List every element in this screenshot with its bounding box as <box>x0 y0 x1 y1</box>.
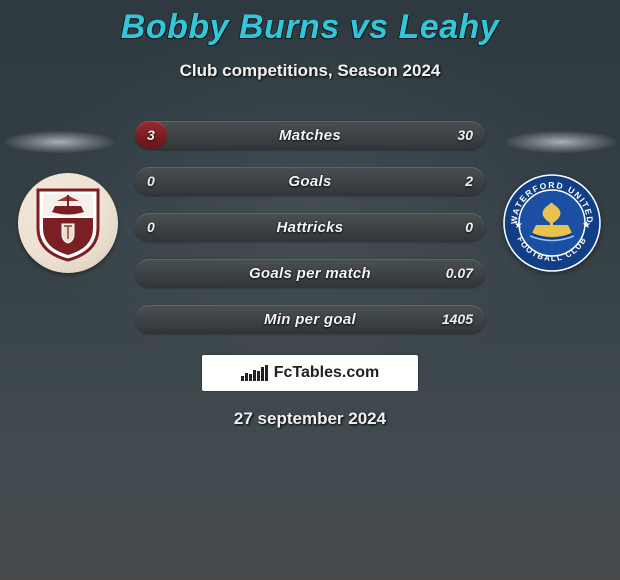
stat-bar-min-per-goal: Min per goal 1405 <box>135 305 485 333</box>
brand-text: FcTables.com <box>274 364 380 382</box>
stat-label: Hattricks <box>135 213 485 241</box>
stat-value-right: 0.07 <box>434 259 485 287</box>
waterford-badge-icon: WATERFORD UNITED FOOTBALL CLUB ★ ★ <box>502 173 602 273</box>
stat-label: Matches <box>135 121 485 149</box>
stat-bars: 3 Matches 30 0 Goals 2 0 Hattricks 0 Goa… <box>135 121 485 333</box>
club-badge-right: WATERFORD UNITED FOOTBALL CLUB ★ ★ <box>502 173 602 273</box>
page-subtitle: Club competitions, Season 2024 <box>0 61 620 81</box>
stat-bar-goals: 0 Goals 2 <box>135 167 485 195</box>
galway-badge-icon <box>18 173 118 273</box>
player-shadow-right <box>506 131 616 153</box>
infographic-root: Bobby Burns vs Leahy Club competitions, … <box>0 0 620 580</box>
brand-badge[interactable]: FcTables.com <box>202 355 418 391</box>
stat-label: Goals <box>135 167 485 195</box>
svg-text:★: ★ <box>514 220 523 231</box>
stat-bar-goals-per-match: Goals per match 0.07 <box>135 259 485 287</box>
stat-value-right: 1405 <box>430 305 485 333</box>
date-label: 27 september 2024 <box>0 409 620 429</box>
player-shadow-left <box>4 131 114 153</box>
club-badge-left <box>18 173 118 273</box>
stat-bar-matches: 3 Matches 30 <box>135 121 485 149</box>
stat-value-right: 2 <box>453 167 485 195</box>
stat-bar-hattricks: 0 Hattricks 0 <box>135 213 485 241</box>
svg-text:★: ★ <box>582 220 591 231</box>
bar-chart-icon <box>241 365 268 381</box>
stat-value-right: 30 <box>445 121 485 149</box>
stat-value-right: 0 <box>453 213 485 241</box>
page-title: Bobby Burns vs Leahy <box>0 0 620 47</box>
stat-label: Goals per match <box>135 259 485 287</box>
comparison-panel: WATERFORD UNITED FOOTBALL CLUB ★ ★ <box>0 121 620 429</box>
